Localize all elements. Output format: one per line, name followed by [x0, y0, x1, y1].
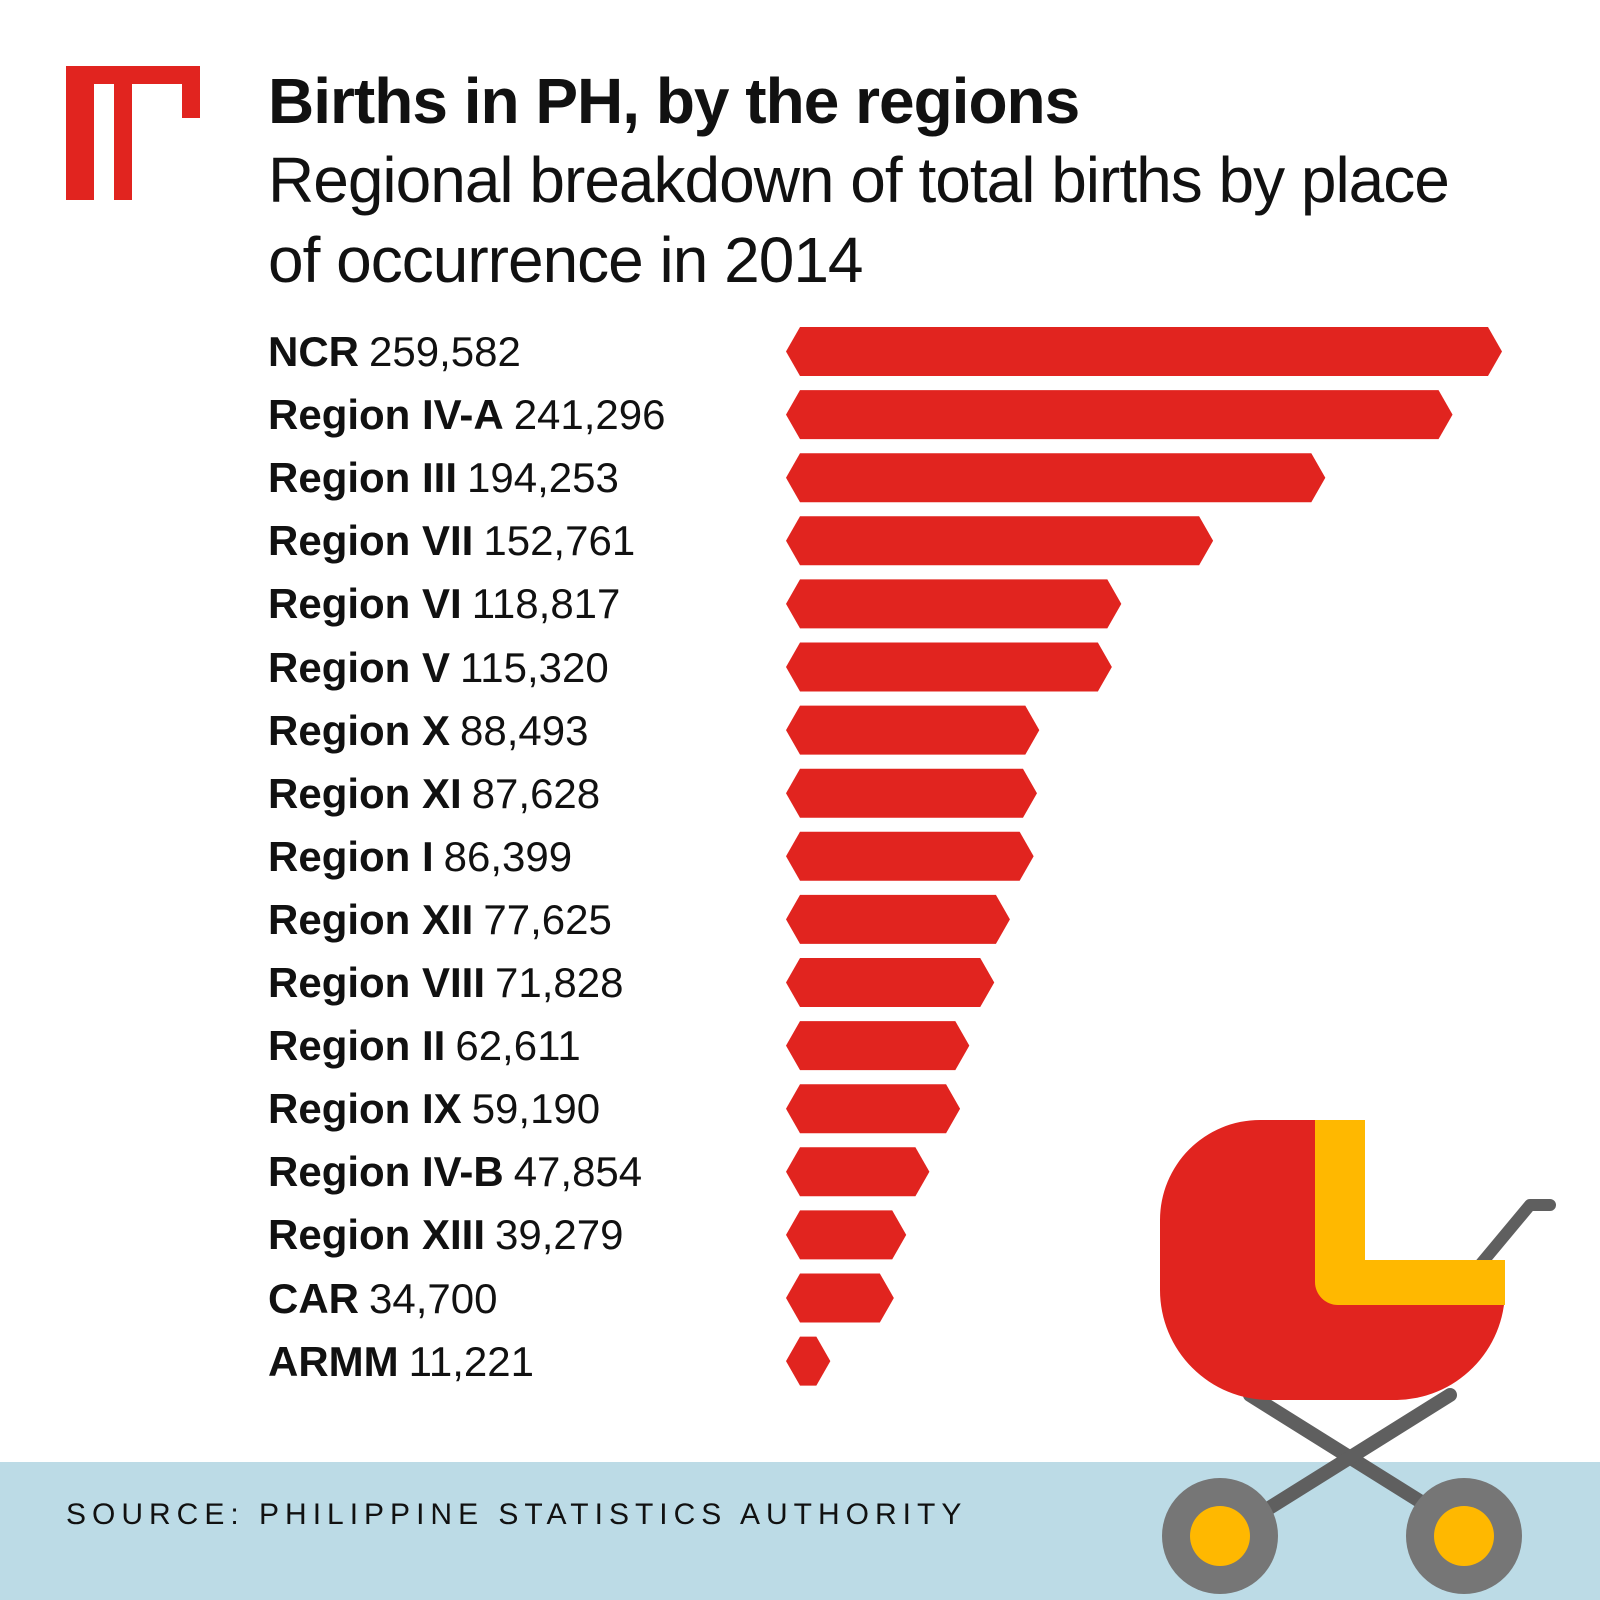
value-label: 118,817	[471, 580, 621, 628]
category-label: NCR	[268, 328, 359, 375]
brand-logo	[66, 66, 200, 200]
row-labels: NCR 259,582 Region IV-A 241,296 Region III 19…	[268, 0, 788, 1600]
category-label: Region VI	[268, 580, 462, 628]
value-label: 59,190	[471, 1085, 601, 1133]
bar	[786, 642, 1112, 692]
bar	[786, 894, 1010, 944]
bar	[786, 768, 1037, 818]
bar	[786, 1084, 961, 1134]
value-label: 11,221	[408, 1337, 534, 1385]
logo-shape	[66, 66, 200, 200]
bar	[786, 516, 1214, 566]
bar	[786, 1336, 831, 1386]
page-title: Births in PH, by the regions	[268, 65, 1080, 137]
value-label: 152,761	[483, 517, 636, 565]
category-label: Region IV-A	[268, 391, 504, 439]
value-label: 77,625	[483, 895, 612, 943]
row-label: Region IV-A 241,296	[268, 383, 666, 446]
row-label: Region X 88,493	[268, 699, 588, 762]
category-label: Region VIII	[268, 959, 486, 1006]
category-label: CAR	[268, 1274, 359, 1322]
bar	[786, 1147, 930, 1197]
bar	[786, 579, 1122, 629]
value-label: 194,253	[467, 454, 619, 502]
bar	[786, 1273, 894, 1323]
bar	[786, 390, 1453, 440]
value-label: 115,320	[460, 643, 609, 691]
value-label: 259,582	[369, 328, 521, 375]
row-label: Region V 115,320	[268, 636, 609, 699]
bar	[786, 327, 1502, 376]
value-label: 71,828	[495, 959, 624, 1006]
category-label: Region II	[268, 1022, 446, 1070]
category-label: Region XII	[268, 895, 474, 943]
category-label: Region XI	[268, 769, 462, 817]
category-label: Region III	[268, 454, 457, 502]
row-label: Region XI 87,628	[268, 762, 600, 825]
row-label: CAR 34,700	[268, 1267, 497, 1330]
value-label: 39,279	[495, 1211, 624, 1259]
category-label: Region VII	[268, 517, 474, 565]
category-label: ARMM	[268, 1337, 399, 1385]
footer-band	[0, 1462, 1600, 1600]
source-note: SOURCE: PHILIPPINE STATISTICS AUTHORITY	[66, 1498, 968, 1531]
category-label: Region X	[268, 706, 451, 754]
bar	[786, 1210, 907, 1260]
value-label: 241,296	[513, 391, 666, 439]
row-label: ARMM 11,221	[268, 1330, 534, 1393]
value-label: 47,854	[513, 1148, 643, 1196]
row-label: Region VI 118,817	[268, 572, 620, 635]
value-label: 86,399	[443, 832, 573, 880]
category-label: Region XIII	[268, 1211, 486, 1259]
category-label: Region IX	[268, 1085, 462, 1133]
row-label: Region VIII 71,828	[268, 951, 623, 1014]
row-label: Region III 194,253	[268, 446, 619, 509]
category-label: Region V	[268, 643, 451, 691]
value-label: 88,493	[460, 706, 589, 754]
row-label: Region VII 152,761	[268, 509, 635, 572]
category-label: Region IV-B	[268, 1148, 504, 1196]
value-label: 62,611	[455, 1022, 581, 1070]
bar	[786, 958, 995, 1007]
baby-stroller-icon	[1160, 1120, 1556, 1594]
row-label: Region IV-B 47,854	[268, 1140, 642, 1203]
bar	[786, 453, 1326, 503]
row-label: NCR 259,582	[268, 320, 521, 383]
row-label: Region I 86,399	[268, 825, 572, 888]
row-label: Region IX 59,190	[268, 1077, 600, 1140]
bar	[786, 831, 1034, 881]
row-label: Region II 62,611	[268, 1014, 581, 1077]
row-label: Region XII 77,625	[268, 888, 612, 951]
value-label: 34,700	[369, 1274, 498, 1322]
value-label: 87,628	[471, 769, 601, 817]
page-subtitle: Regional breakdown of total births by pl…	[268, 144, 1450, 296]
bar	[786, 1021, 970, 1071]
row-label: Region XIII 39,279	[268, 1203, 623, 1266]
bar	[786, 705, 1040, 755]
category-label: Region I	[268, 832, 434, 880]
